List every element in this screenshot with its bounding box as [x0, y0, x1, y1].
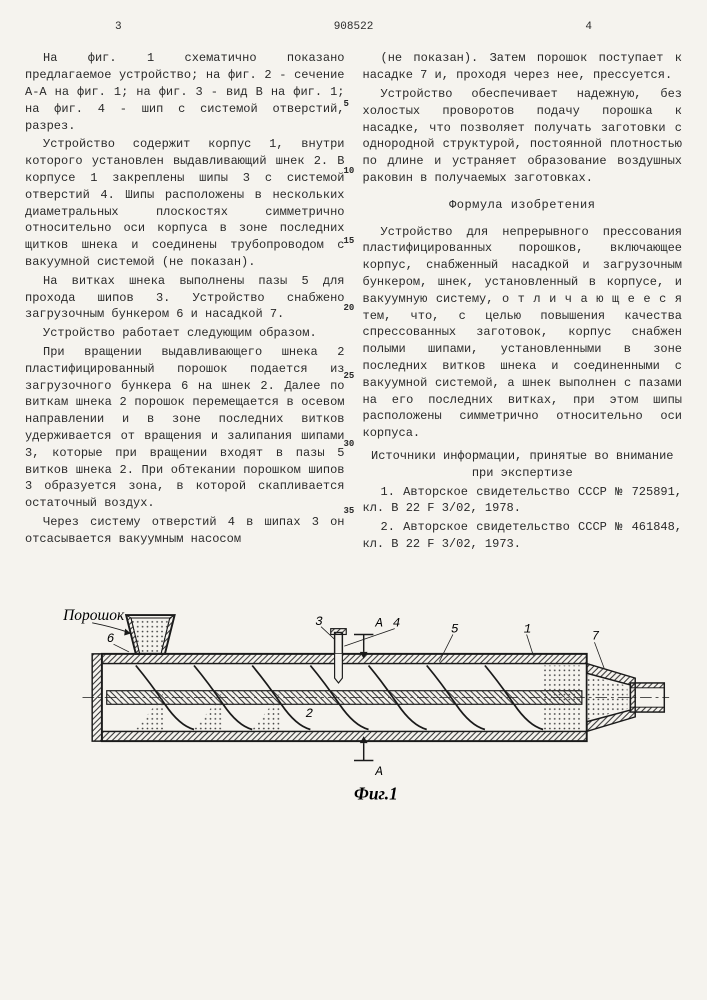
- line-marker: 20: [344, 302, 355, 315]
- svg-text:A: A: [374, 616, 383, 630]
- svg-text:1: 1: [523, 622, 531, 636]
- powder-label: Порошок: [62, 607, 125, 624]
- document-number: 908522: [334, 20, 374, 35]
- line-marker: 25: [344, 370, 355, 383]
- paragraph: (не показан). Затем порошок поступает к …: [363, 50, 683, 84]
- paragraph: Устройство обеспечивает надежную, без хо…: [363, 86, 683, 187]
- line-marker: 10: [344, 165, 355, 178]
- paragraph: Устройство для непрерывного прессования …: [363, 224, 683, 442]
- svg-text:6: 6: [106, 632, 114, 646]
- paragraph: На витках шнека выполнены пазы 5 для про…: [25, 273, 345, 323]
- left-column: На фиг. 1 схематично показано предлагаем…: [25, 50, 345, 554]
- source-item: 2. Авторское свидетельство СССР № 461848…: [363, 519, 683, 553]
- sources-title: Источники информации, принятые во вниман…: [363, 448, 683, 482]
- figure-1: Порошок 6 3 A 4 5 1 7 2 A Фиг.1: [25, 585, 682, 816]
- line-marker: 5: [344, 98, 349, 111]
- svg-text:3: 3: [315, 614, 323, 628]
- svg-text:7: 7: [591, 629, 599, 643]
- line-marker: 35: [344, 505, 355, 518]
- source-item: 1. Авторское свидетельство СССР № 725891…: [363, 484, 683, 518]
- paragraph: Через систему отверстий 4 в шипах 3 он о…: [25, 514, 345, 548]
- paragraph: На фиг. 1 схематично показано предлагаем…: [25, 50, 345, 134]
- formula-title: Формула изобретения: [363, 197, 683, 214]
- svg-text:5: 5: [450, 622, 458, 636]
- svg-text:2: 2: [305, 707, 313, 721]
- figure-label: Фиг.1: [354, 783, 398, 803]
- svg-text:A: A: [374, 765, 383, 779]
- paragraph: Устройство работает следующим образом.: [25, 325, 345, 342]
- paragraph: Устройство содержит корпус 1, внутри кот…: [25, 136, 345, 270]
- line-marker: 15: [344, 235, 355, 248]
- paragraph: При вращении выдавливающего шнека 2 плас…: [25, 344, 345, 512]
- page-number-left: 3: [115, 20, 122, 35]
- right-column: (не показан). Затем порошок поступает к …: [363, 50, 683, 554]
- page-number-right: 4: [585, 20, 592, 35]
- line-marker: 30: [344, 438, 355, 451]
